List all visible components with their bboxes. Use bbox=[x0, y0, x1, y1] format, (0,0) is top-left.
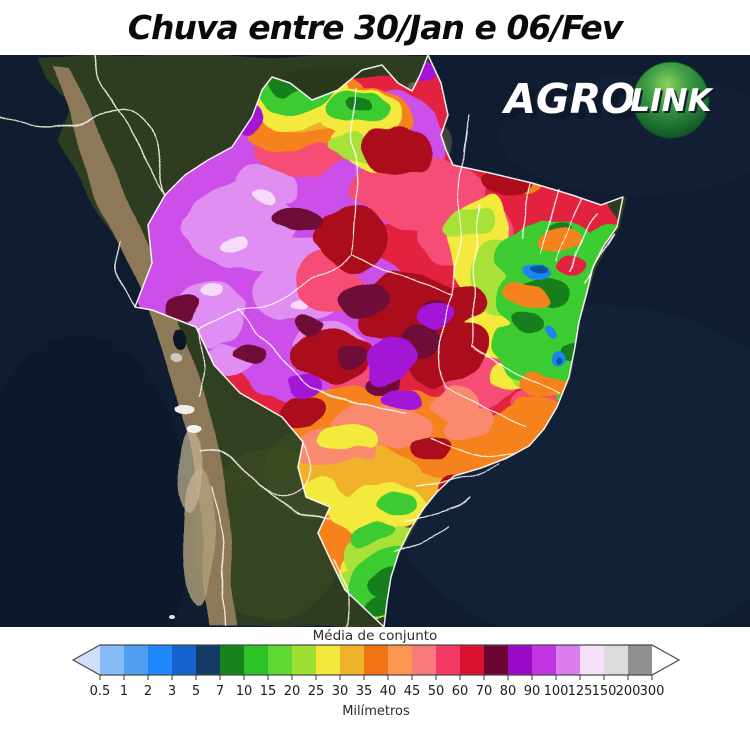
colorbar-segment bbox=[460, 645, 484, 675]
legend: Média de conjunto 0.5 1 2 3 5 7 10 15 20 25 30 35 40… bbox=[0, 627, 750, 743]
colorbar-tick-label: 2 bbox=[144, 684, 152, 699]
colorbar-segment bbox=[148, 645, 172, 675]
colorbar-tick-label: 50 bbox=[428, 684, 445, 699]
colorbar-tick-label: 100 bbox=[544, 684, 569, 699]
precipitation-map: AGRO AGRO LINK LINK bbox=[0, 54, 750, 715]
colorbar-tick-label: 45 bbox=[404, 684, 421, 699]
colorbar-segment bbox=[364, 645, 388, 675]
colorbar-segment bbox=[436, 645, 460, 675]
colorbar-tick-label: 150 bbox=[592, 684, 617, 699]
colorbar-segment bbox=[604, 645, 628, 675]
colorbar-segment bbox=[220, 645, 244, 675]
colorbar-tick-label: 80 bbox=[500, 684, 517, 699]
colorbar-tick-label: 3 bbox=[168, 684, 176, 699]
colorbar-segment bbox=[628, 645, 652, 675]
colorbar-segment bbox=[532, 645, 556, 675]
colorbar-tick-label: 125 bbox=[568, 684, 593, 699]
colorbar-tick-label: 5 bbox=[192, 684, 200, 699]
colorbar-segment bbox=[484, 645, 508, 675]
colorbar-segment bbox=[268, 645, 292, 675]
colorbar-segment bbox=[508, 645, 532, 675]
colorbar-tick-label: 30 bbox=[332, 684, 349, 699]
colorbar-tick-label: 7 bbox=[216, 684, 224, 699]
colorbar-segment bbox=[340, 645, 364, 675]
colorbar-segment bbox=[292, 645, 316, 675]
colorbar-left-arrow bbox=[73, 645, 100, 675]
colorbar-tick-label: 10 bbox=[236, 684, 253, 699]
colorbar-segment bbox=[244, 645, 268, 675]
colorbar-right-arrow bbox=[652, 645, 679, 675]
colorbar-svg: 0.5 1 2 3 5 7 10 15 20 25 30 35 40 45 50 60 70 80 90 100 125… bbox=[71, 644, 681, 719]
colorbar-tick-label: 1 bbox=[120, 684, 128, 699]
colorbar-tick-label: 25 bbox=[308, 684, 325, 699]
colorbar-tick-label: 70 bbox=[476, 684, 493, 699]
logo-agro-text: AGRO bbox=[501, 75, 636, 123]
agrolink-logo: AGRO AGRO LINK LINK bbox=[501, 61, 716, 139]
colorbar-segment bbox=[196, 645, 220, 675]
colorbar-segment bbox=[100, 645, 124, 675]
colorbar-tick-label: 90 bbox=[524, 684, 541, 699]
colorbar-segment bbox=[580, 645, 604, 675]
logo-ball bbox=[632, 61, 710, 139]
header: Chuva entre 30/Jan e 06/Fev bbox=[0, 0, 750, 55]
colorbar-unit-label: Milímetros bbox=[342, 704, 410, 719]
colorbar-tick-label: 60 bbox=[452, 684, 469, 699]
legend-title: Média de conjunto bbox=[312, 628, 438, 644]
colorbar-tick-label: 20 bbox=[284, 684, 301, 699]
colorbar-segment bbox=[316, 645, 340, 675]
colorbar-segment bbox=[172, 645, 196, 675]
colorbar-segment bbox=[124, 645, 148, 675]
colorbar-segment bbox=[412, 645, 436, 675]
colorbar-tick-label: 300 bbox=[640, 684, 665, 699]
colorbar-tick-label: 200 bbox=[616, 684, 641, 699]
logo-link-shadow: LINK bbox=[632, 85, 715, 121]
colorbar-tick-label: 15 bbox=[260, 684, 277, 699]
colorbar-tick-label: 35 bbox=[356, 684, 373, 699]
colorbar-segment bbox=[556, 645, 580, 675]
colorbar-tick-label: 0.5 bbox=[90, 684, 111, 699]
logo-link-text: LINK bbox=[630, 83, 713, 119]
colorbar-segment bbox=[388, 645, 412, 675]
colorbar-tick-label: 40 bbox=[380, 684, 397, 699]
logo-agro-shadow: AGRO bbox=[507, 81, 642, 129]
page-title: Chuva entre 30/Jan e 06/Fev bbox=[127, 8, 623, 47]
map-area: AGRO AGRO LINK LINK bbox=[0, 54, 750, 715]
state-borders bbox=[195, 89, 613, 553]
